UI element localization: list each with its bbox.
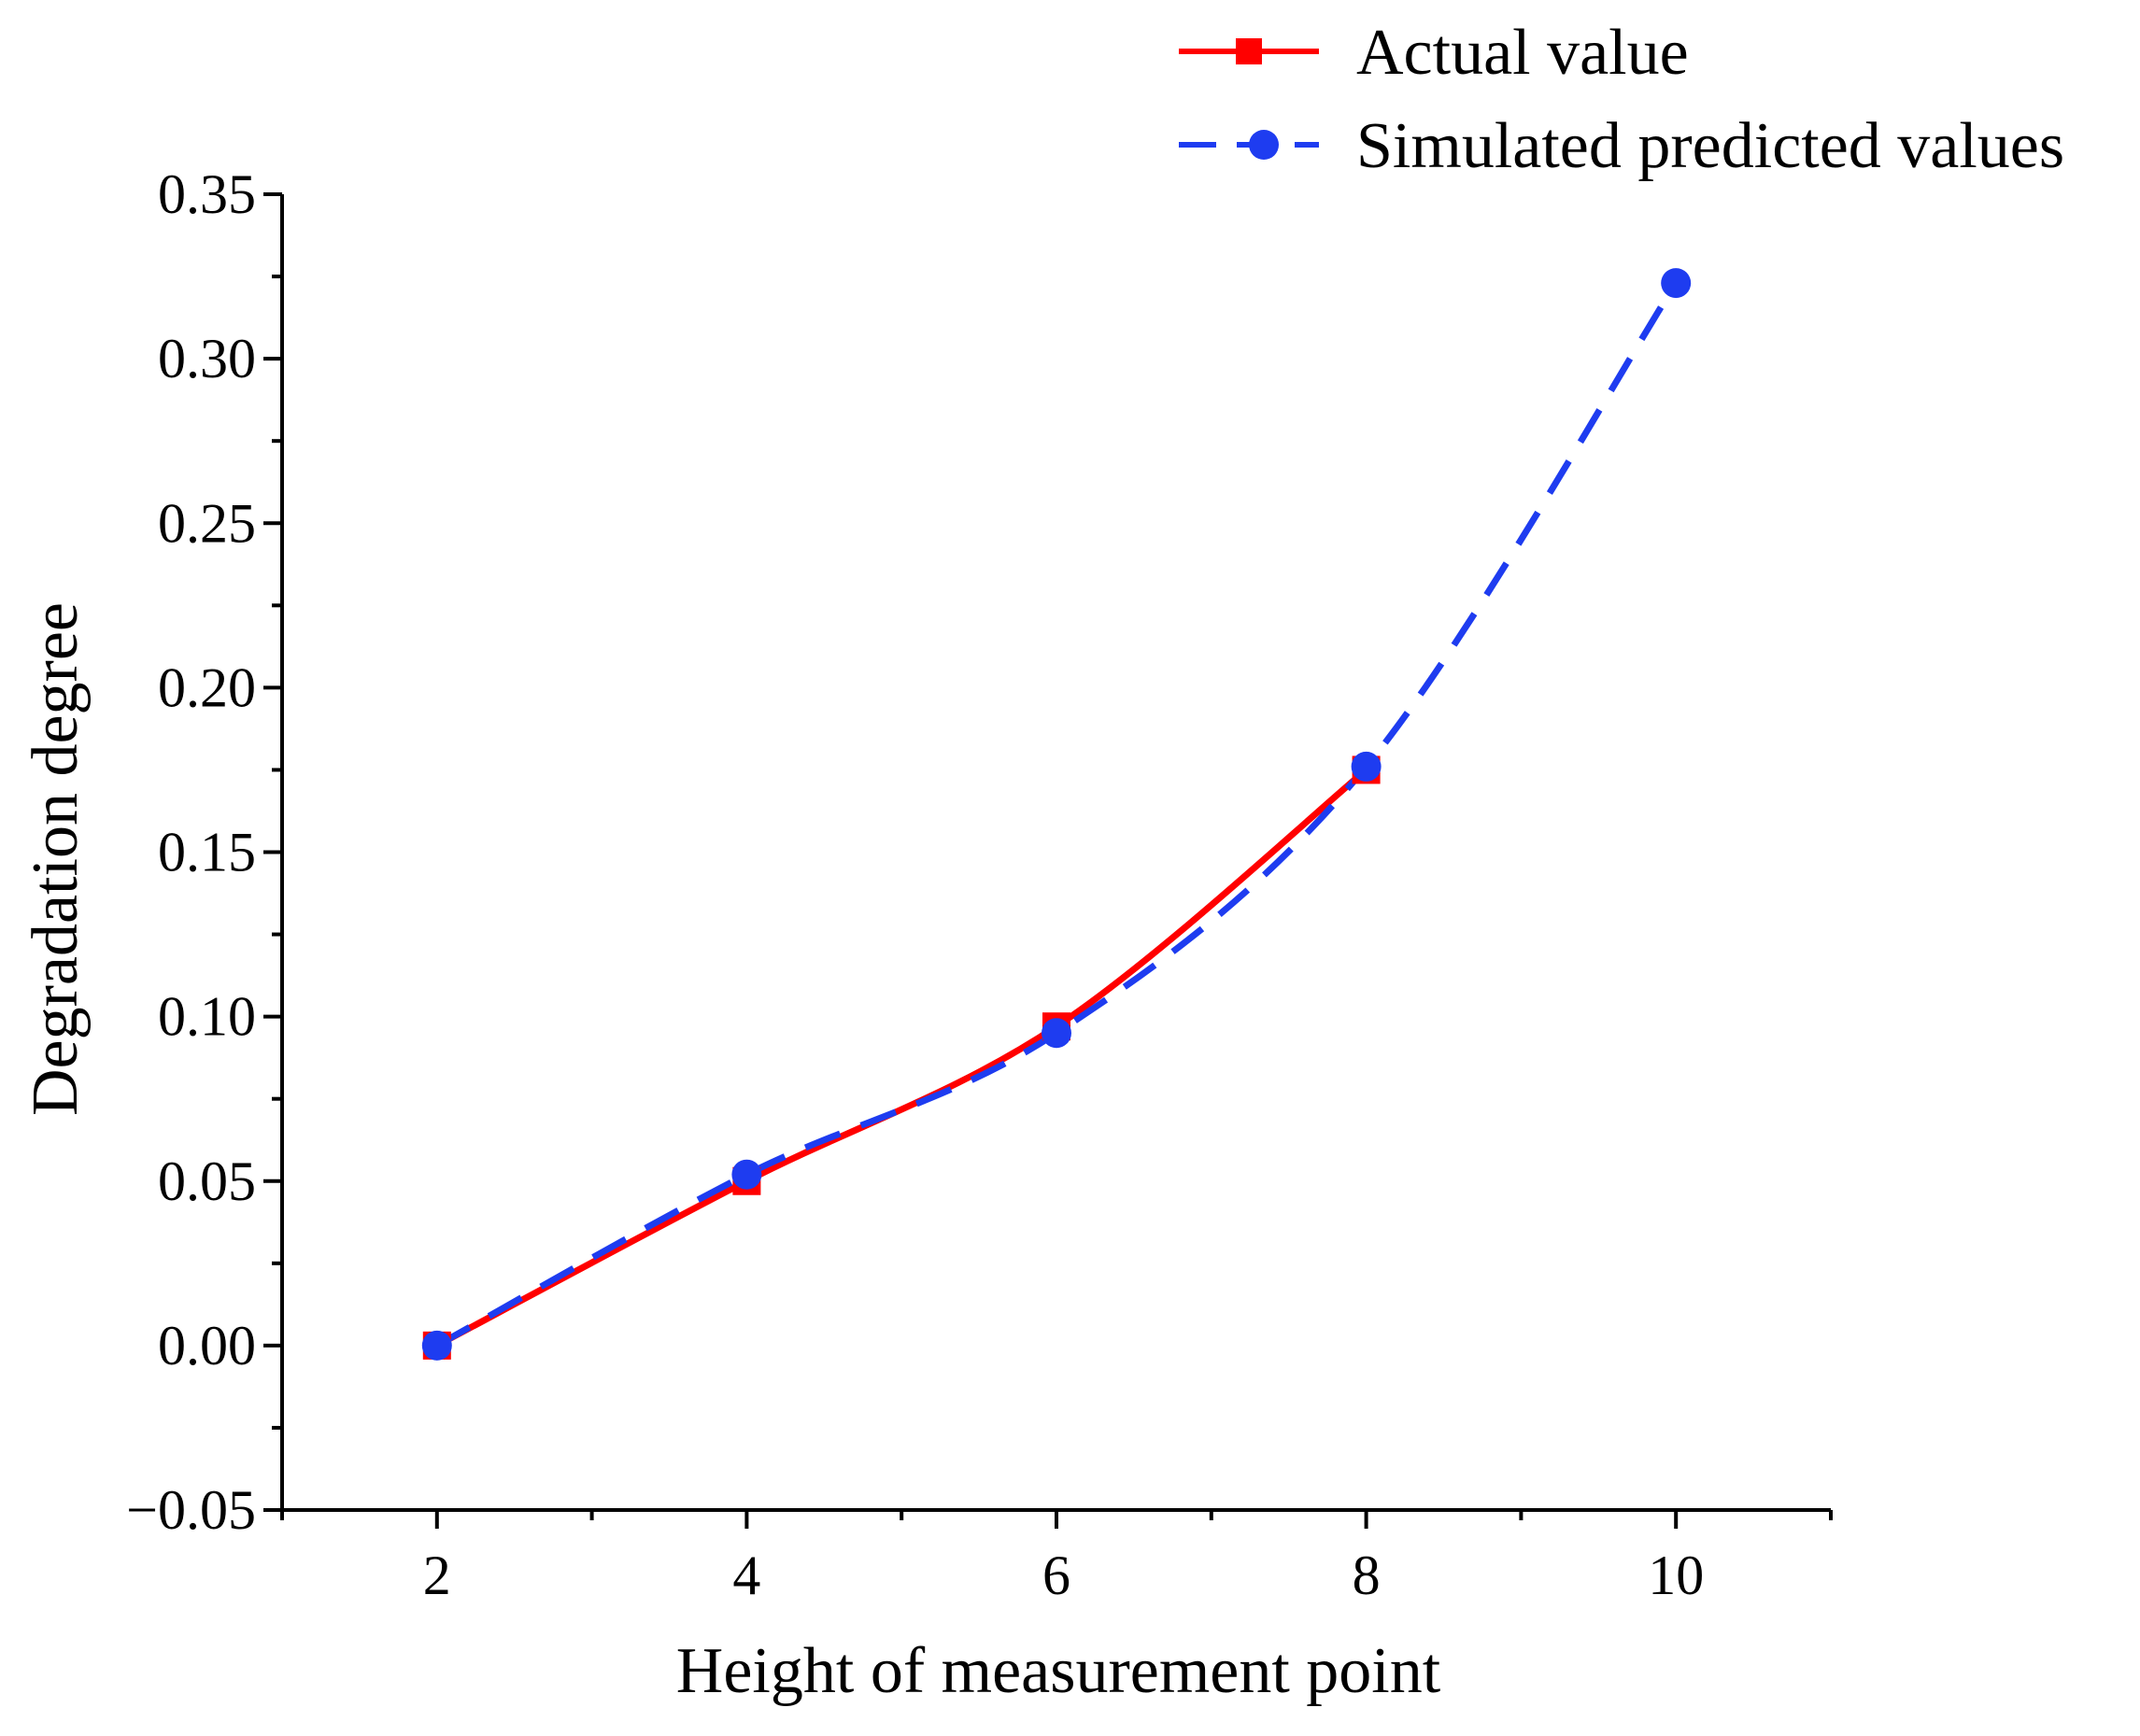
x-tick-label: 4 [732,1545,760,1606]
series-layer [421,268,1692,1361]
legend-marker-actual-value [1236,38,1262,64]
series-line-actual-value [435,767,1368,1348]
y-tick-label: 0.00 [158,1315,256,1376]
legend-label-actual-value: Actual value [1356,17,1689,89]
y-tick-label: 0.20 [158,656,256,718]
y-tick-label: 0.15 [158,822,256,883]
legend: Actual value Simulated predicted values [1179,17,2064,182]
y-tick-label: 0.25 [158,492,256,554]
y-tick-label: 0.30 [158,328,256,389]
tick-labels: 2 4 6 8 10 −0.05 0.00 0.05 0.10 0.15 0.20 0.25 0.30 0… [126,163,1704,1606]
series-line-simulated-predicted-values [435,281,1679,1348]
y-tick-label: 0.35 [158,163,256,225]
x-tick-label: 8 [1353,1545,1381,1606]
legend-marker-simulated-predicted-values [1249,130,1279,160]
data-point-simulated-predicted-values [731,1159,762,1190]
x-tick-label: 10 [1648,1545,1704,1606]
y-tick-label: 0.05 [158,1150,256,1212]
legend-label-simulated-predicted-values: Simulated predicted values [1356,110,2064,182]
y-axis-title: Degradation degree [20,602,92,1116]
x-axis-title: Height of measurement point [676,1635,1441,1707]
data-point-simulated-predicted-values [1042,1018,1071,1049]
axes [263,192,1833,1529]
data-point-simulated-predicted-values [1351,751,1382,782]
x-tick-label: 6 [1042,1545,1070,1606]
x-tick-label: 2 [423,1545,451,1606]
y-tick-label: 0.10 [158,986,256,1048]
data-point-simulated-predicted-values [421,1330,452,1361]
data-point-simulated-predicted-values [1661,268,1692,299]
y-tick-label: −0.05 [126,1479,256,1541]
